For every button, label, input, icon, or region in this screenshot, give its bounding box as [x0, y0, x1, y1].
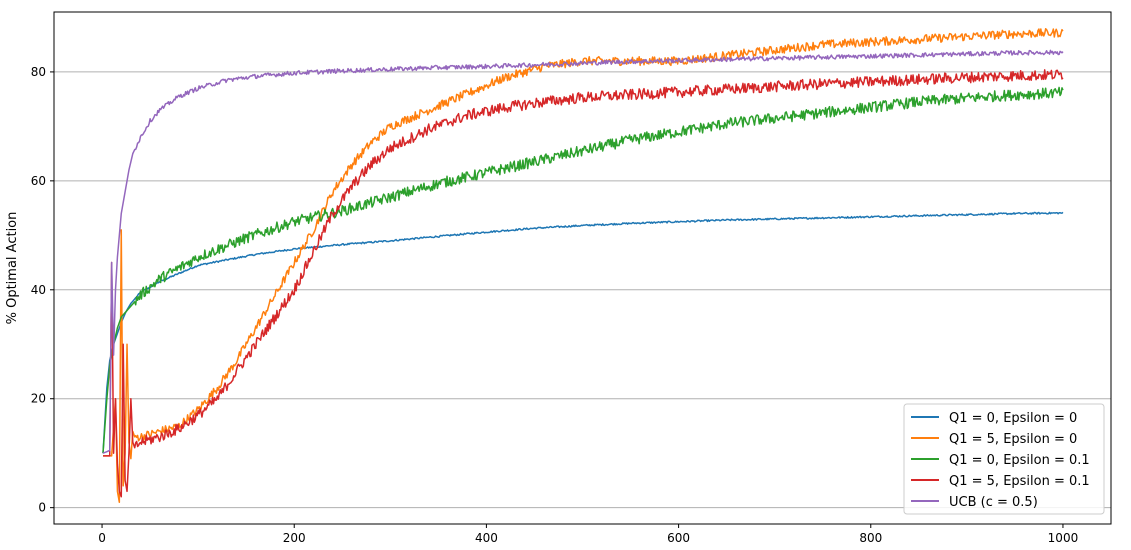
y-tick-label: 80	[31, 65, 46, 79]
x-tick-label: 600	[667, 531, 690, 545]
x-tick-label: 0	[98, 531, 106, 545]
x-tick-label: 200	[283, 531, 306, 545]
legend-label: Q1 = 5, Epsilon = 0.1	[949, 474, 1090, 489]
legend-label: Q1 = 5, Epsilon = 0	[949, 432, 1077, 447]
x-tick-label: 800	[859, 531, 882, 545]
legend-box	[903, 403, 1105, 515]
series-line-1	[102, 211, 1064, 454]
series-line-5	[102, 49, 1064, 454]
legend-label: Q1 = 0, Epsilon = 0	[949, 411, 1077, 426]
y-tick-label: 60	[31, 174, 46, 188]
y-tick-label: 0	[38, 501, 46, 515]
y-tick-label: 20	[31, 392, 46, 406]
y-axis-title: % Optimal Action	[5, 212, 20, 325]
x-tick-label: 400	[475, 531, 498, 545]
x-axis: 0 200 400 600 800 1000	[98, 524, 1078, 545]
y-axis: 0 20 40 60 80	[31, 65, 54, 515]
legend-label: Q1 = 0, Epsilon = 0.1	[949, 453, 1090, 468]
series-layer	[102, 28, 1064, 503]
legend-label: UCB (c = 0.5)	[949, 495, 1038, 510]
series-line-3	[102, 86, 1064, 454]
series-line-2	[103, 28, 1064, 503]
x-tick-label: 1000	[1048, 531, 1079, 545]
plot-frame	[53, 11, 1112, 525]
legend: Q1 = 0, Epsilon = 0 Q1 = 5, Epsilon = 0 Q1…	[903, 403, 1105, 515]
y-tick-label: 40	[31, 283, 46, 297]
series-line-4	[103, 69, 1064, 498]
